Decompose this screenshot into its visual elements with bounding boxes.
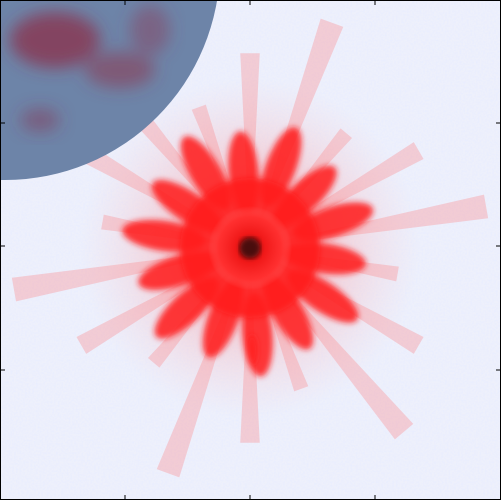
overlay-disk xyxy=(1,1,217,180)
disk-structure xyxy=(10,5,170,132)
psf-lobes xyxy=(122,127,374,377)
lower-spot xyxy=(246,334,258,366)
psf-center xyxy=(240,238,260,258)
